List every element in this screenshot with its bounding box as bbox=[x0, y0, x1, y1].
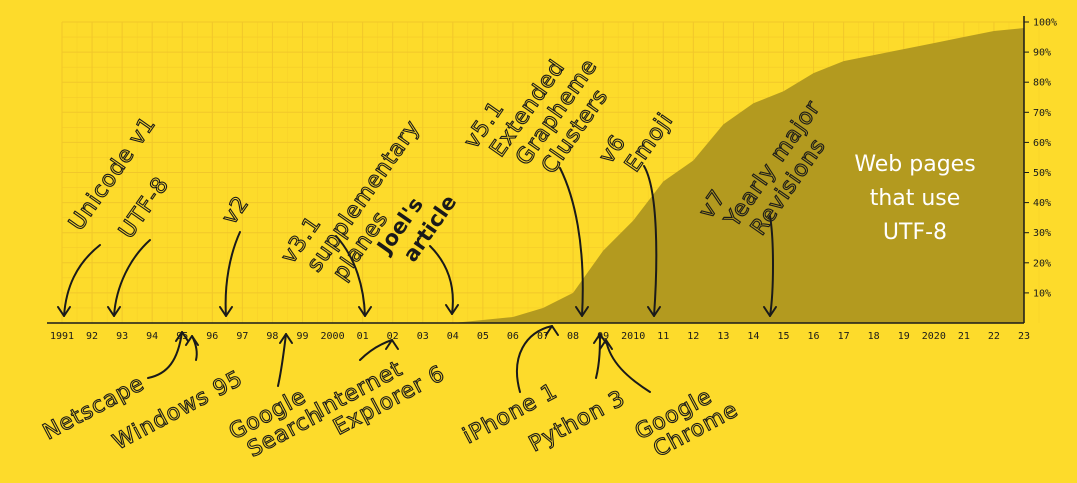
x-tick-label: 12 bbox=[687, 331, 699, 342]
series-label-line: Web pages bbox=[854, 152, 975, 177]
series-label-group: Web pages that use UTF-8 bbox=[854, 152, 975, 245]
x-tick-label: 97 bbox=[236, 331, 248, 342]
arrowhead bbox=[279, 333, 293, 344]
x-tick-label: 14 bbox=[747, 331, 759, 342]
annotation-arrow bbox=[224, 231, 241, 317]
arrowhead bbox=[175, 331, 189, 342]
annotation-arrow bbox=[595, 333, 601, 379]
arrowhead bbox=[57, 306, 71, 317]
y-tick-label: 80% bbox=[1033, 78, 1051, 89]
x-tick-label: 1991 bbox=[50, 331, 74, 342]
x-tick-label: 96 bbox=[206, 331, 218, 342]
x-tick-label: 09 bbox=[597, 331, 609, 342]
x-tick-label: 16 bbox=[808, 331, 820, 342]
x-tick-label: 18 bbox=[868, 331, 880, 342]
x-tick-label: 19 bbox=[898, 331, 910, 342]
x-tick-label: 2010 bbox=[621, 331, 645, 342]
arrowhead bbox=[599, 339, 613, 350]
annotation-arrow bbox=[429, 245, 454, 315]
x-tick-label: 03 bbox=[417, 331, 429, 342]
x-tick-label: 08 bbox=[567, 331, 579, 342]
x-tick-label: 06 bbox=[507, 331, 519, 342]
annotation-above: v2 bbox=[217, 191, 255, 230]
arrowhead bbox=[358, 306, 372, 317]
x-tick-label: 93 bbox=[116, 331, 128, 342]
series-label-line: UTF-8 bbox=[883, 220, 947, 245]
y-tick-label: 90% bbox=[1033, 48, 1051, 59]
area-series bbox=[62, 28, 1024, 324]
y-tick-label: 70% bbox=[1033, 108, 1051, 119]
x-tick-label: 23 bbox=[1018, 331, 1030, 342]
x-tick-label: 21 bbox=[958, 331, 970, 342]
arrowhead bbox=[575, 306, 589, 317]
x-tick-label: 98 bbox=[266, 331, 278, 342]
series-label-line: that use bbox=[870, 186, 961, 211]
x-tick-label: 22 bbox=[988, 331, 1000, 342]
x-tick-label: 2000 bbox=[321, 331, 345, 342]
arrowhead bbox=[545, 325, 559, 336]
x-axis-ticks: 1991 92 93 94 95 96 97 98 99 2000 01 02 03 04 05 06 07 08… bbox=[50, 331, 1030, 342]
y-tick-label: 100% bbox=[1033, 18, 1057, 29]
x-tick-label: 13 bbox=[717, 331, 729, 342]
arrowhead bbox=[385, 339, 399, 350]
axes bbox=[47, 16, 1025, 324]
x-tick-label: 17 bbox=[838, 331, 850, 342]
x-tick-label: 99 bbox=[296, 331, 308, 342]
x-tick-label: 15 bbox=[777, 331, 789, 342]
y-tick-label: 40% bbox=[1033, 198, 1051, 209]
x-tick-label: 01 bbox=[357, 331, 369, 342]
x-tick-label: 05 bbox=[477, 331, 489, 342]
arrowhead bbox=[219, 306, 233, 317]
arrowhead bbox=[107, 306, 121, 317]
x-tick-label: 11 bbox=[657, 331, 669, 342]
annotation-arrow bbox=[277, 333, 287, 387]
area-path bbox=[62, 28, 1024, 324]
annotation-arrow bbox=[605, 339, 651, 393]
y-tick-label: 10% bbox=[1033, 288, 1051, 299]
x-tick-label: 94 bbox=[146, 331, 158, 342]
y-tick-label: 30% bbox=[1033, 228, 1051, 239]
y-tick-label: 60% bbox=[1033, 138, 1051, 149]
annotation-arrow bbox=[515, 325, 553, 393]
arrowhead bbox=[593, 333, 607, 344]
x-tick-label: 04 bbox=[447, 331, 459, 342]
annotation-arrow bbox=[769, 215, 774, 317]
annotation-arrow bbox=[147, 331, 183, 379]
arrowhead bbox=[445, 304, 459, 315]
annotation-arrow bbox=[63, 244, 101, 317]
annotation-arrow bbox=[559, 167, 584, 317]
x-tick-label: 92 bbox=[86, 331, 98, 342]
annotation-arrow bbox=[359, 339, 393, 361]
x-tick-label: 2020 bbox=[922, 331, 946, 342]
y-tick-label: 50% bbox=[1033, 168, 1051, 179]
y-tick-label: 20% bbox=[1033, 258, 1051, 269]
annotation-arrow bbox=[113, 239, 151, 317]
annotation-text: v2 bbox=[217, 191, 254, 229]
x-tick-label: 02 bbox=[387, 331, 399, 342]
annotation-arrow bbox=[335, 235, 366, 317]
arrowhead bbox=[763, 306, 777, 317]
arrowhead bbox=[647, 306, 661, 317]
x-tick-label: 07 bbox=[537, 331, 549, 342]
arrowhead bbox=[185, 335, 199, 346]
annotation-arrow bbox=[643, 165, 658, 317]
y-axis-ticks: 10% 20% 30% 40% 50% 60% 70% 80% 90% 100% bbox=[1024, 18, 1057, 299]
